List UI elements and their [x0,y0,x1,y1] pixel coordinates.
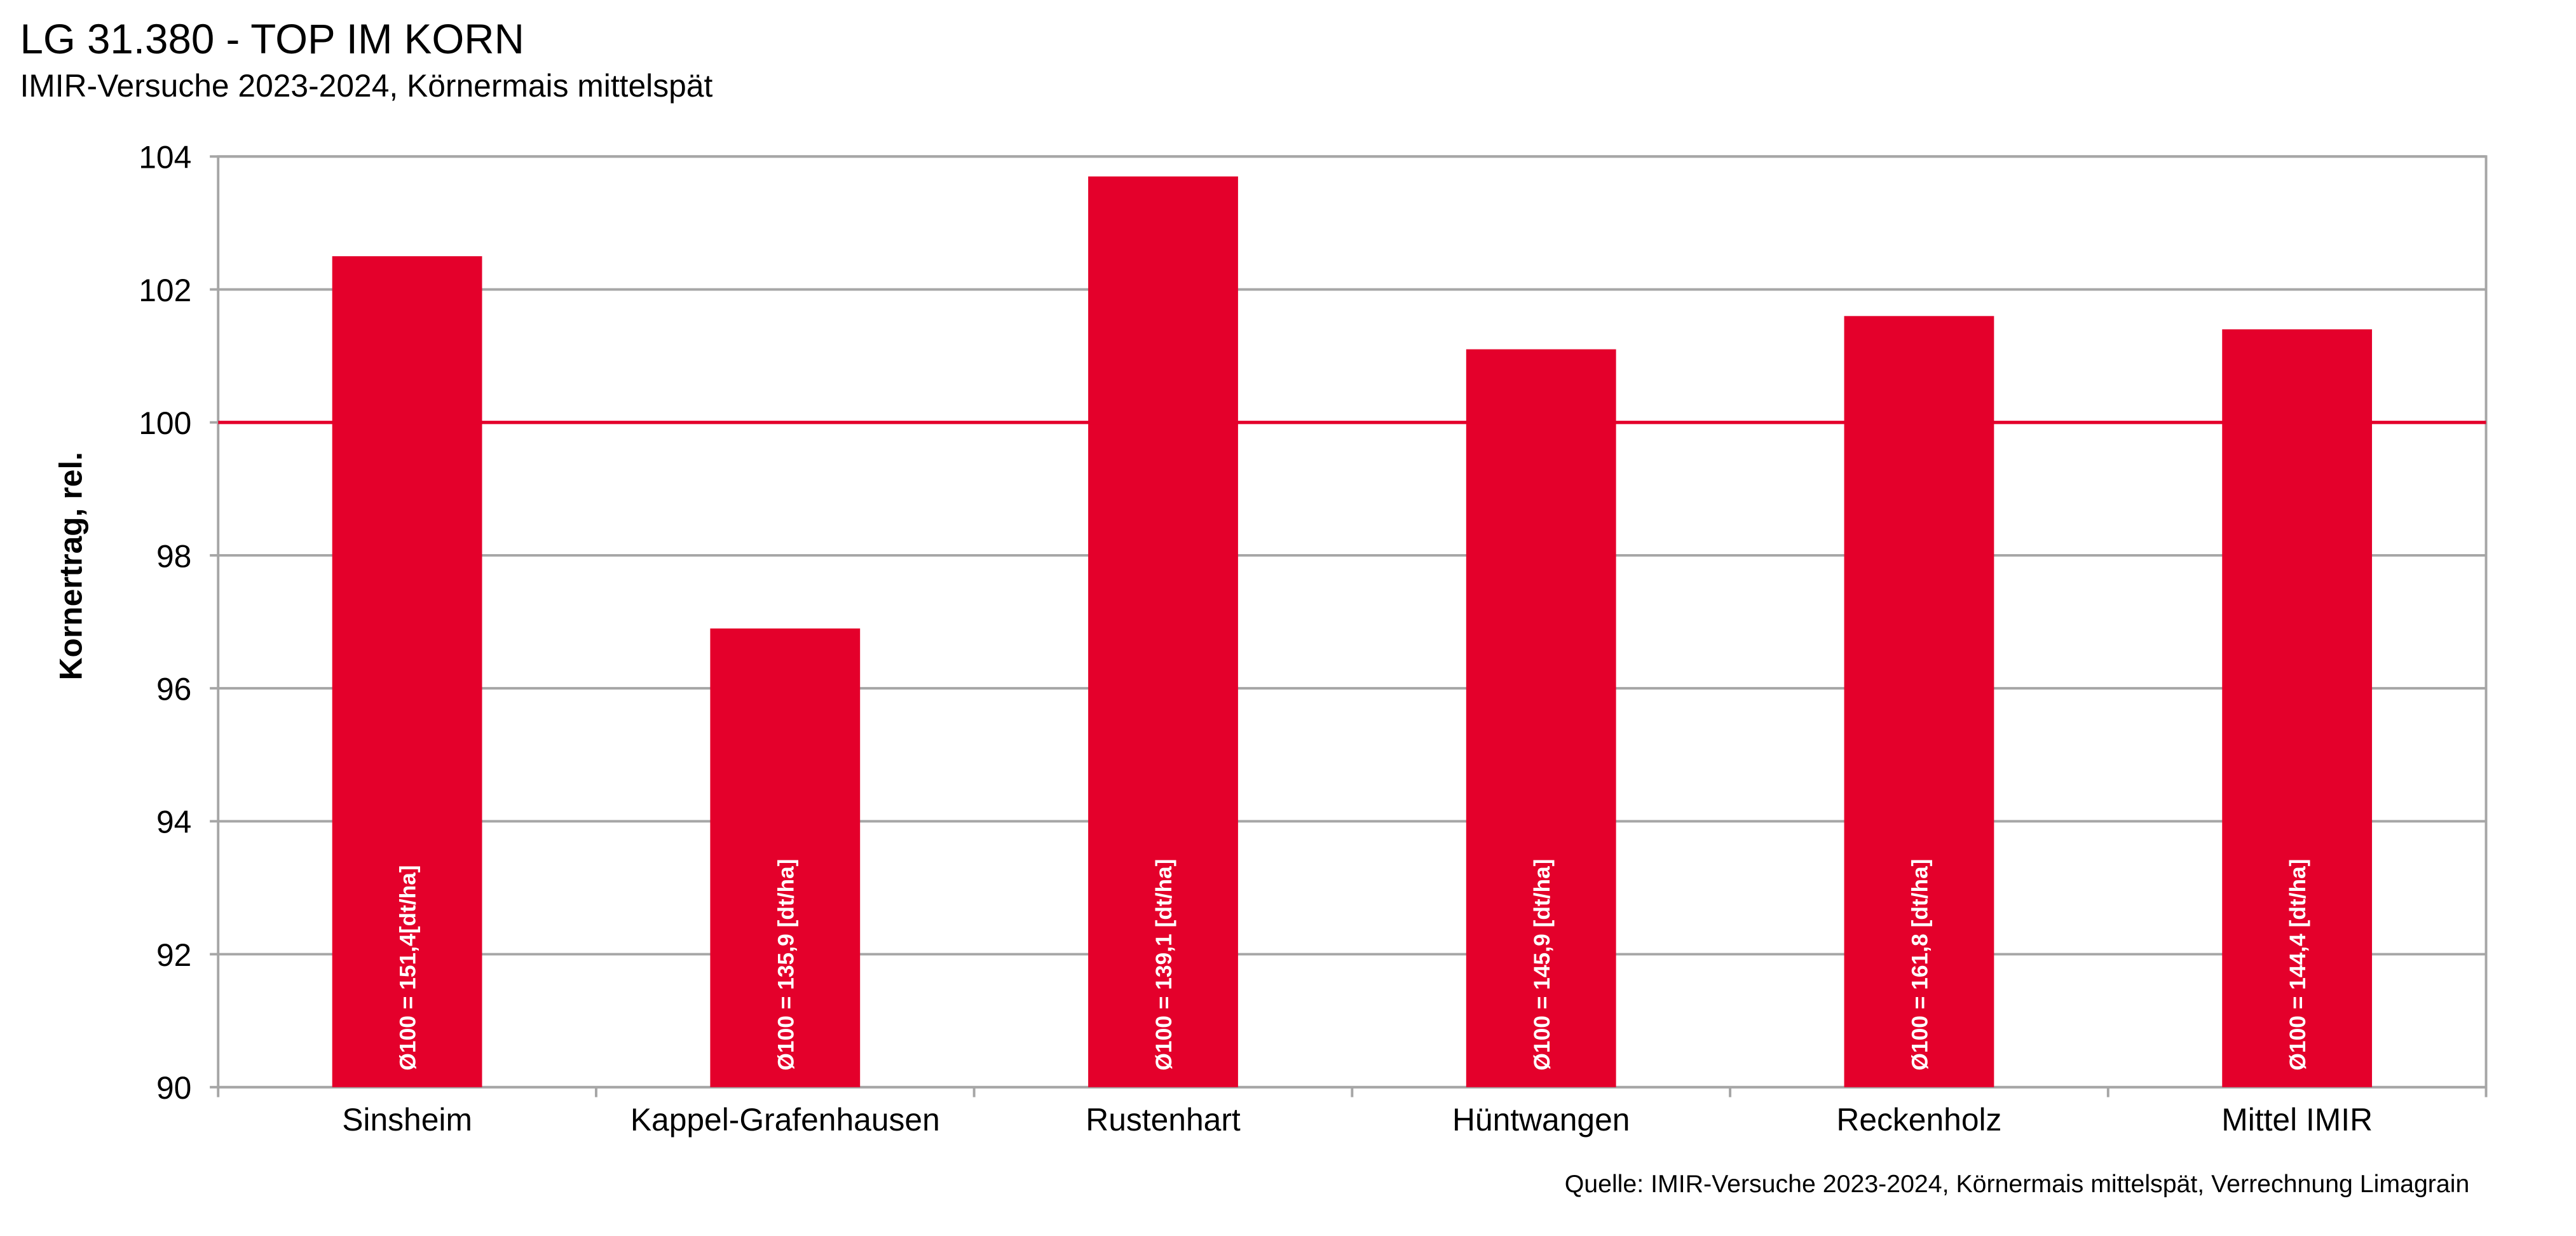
bar-label: Ø100 = 161,8 [dt/ha] [1908,859,1933,1070]
bar-label: Ø100 = 135,9 [dt/ha] [773,859,798,1070]
bar [1466,349,1616,1087]
bar [1088,176,1238,1087]
chart-subtitle: IMIR-Versuche 2023-2024, Körnermais mitt… [20,68,712,104]
bar [710,628,861,1087]
y-axis-label: Kornertrag, rel. [53,452,88,681]
bar-label: Ø100 = 151,4[dt/ha] [396,865,421,1070]
x-tick-label: Hüntwangen [1452,1102,1630,1138]
plot-frame [217,155,2488,1089]
y-tick-label: 94 [156,805,191,840]
x-tick-label: Reckenholz [1836,1102,2001,1138]
y-tick-label: 104 [139,140,191,175]
bar-label: Ø100 = 139,1 [dt/ha] [1152,859,1176,1070]
y-tick-label: 92 [156,937,191,973]
bar [332,256,482,1087]
bar [2222,329,2373,1087]
x-tick-label: Mittel IMIR [2221,1102,2373,1138]
x-tick-label: Kappel-Grafenhausen [630,1102,940,1138]
x-tick-label: Rustenhart [1086,1102,1241,1138]
chart-title: LG 31.380 - TOP IM KORN [20,16,524,62]
y-tick-label: 90 [156,1070,191,1106]
y-tick-label: 96 [156,671,191,707]
y-tick-label: 102 [139,273,191,308]
bar-label: Ø100 = 144,4 [dt/ha] [2286,859,2310,1070]
bar [1844,316,1994,1087]
source-note: Quelle: IMIR-Versuche 2023-2024, Körnerm… [1565,1170,2470,1198]
bar-label: Ø100 = 145,9 [dt/ha] [1530,859,1555,1070]
y-tick-label: 98 [156,538,191,574]
x-tick-label: Sinsheim [342,1102,472,1138]
y-tick-label: 100 [139,405,191,441]
